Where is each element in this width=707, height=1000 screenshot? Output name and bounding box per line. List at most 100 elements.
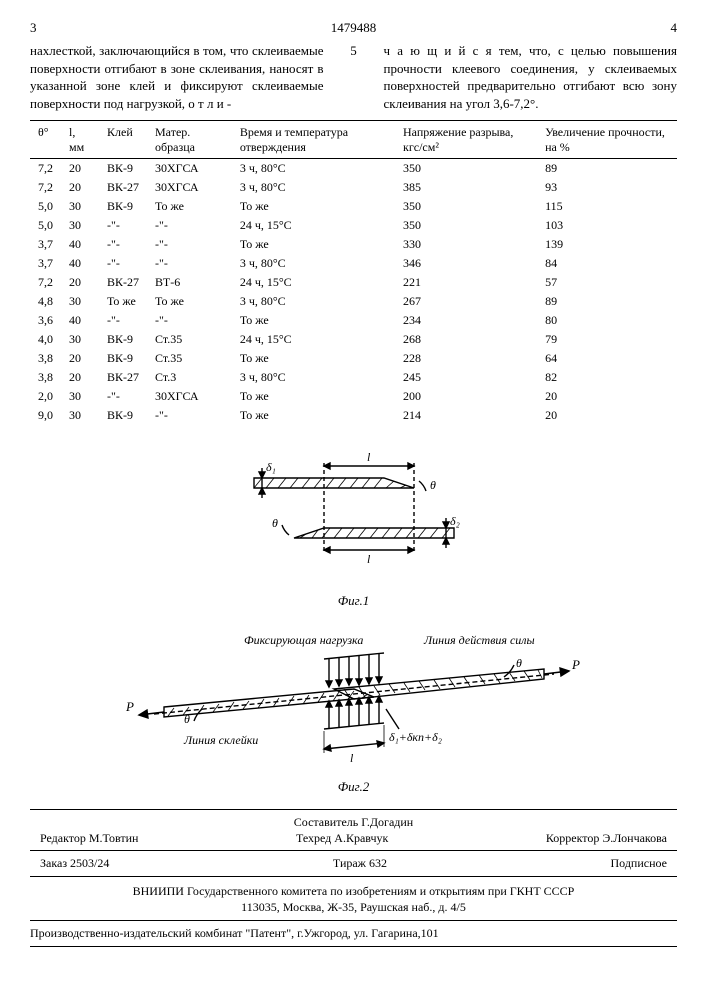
table-cell: -"-	[99, 254, 147, 273]
table-cell: 57	[537, 273, 677, 292]
fig2-fixing-load: Фиксирующая нагрузка	[244, 633, 363, 647]
table-cell: 30	[61, 330, 99, 349]
table-cell: 5,0	[30, 197, 61, 216]
table-cell: 7,2	[30, 158, 61, 178]
table-row: 7,220ВК-27ВТ-624 ч, 15°С22157	[30, 273, 677, 292]
table-cell: 9,0	[30, 406, 61, 425]
table-cell: ВК-27	[99, 368, 147, 387]
table-header: Время и температура отверждения	[232, 121, 395, 159]
table-cell: То же	[232, 197, 395, 216]
figure-2: Фиксирующая нагрузка Линия действия силы…	[124, 619, 584, 769]
fig2-p-left: P	[125, 699, 134, 714]
table-cell: 24 ч, 15°С	[232, 330, 395, 349]
table-cell: 40	[61, 235, 99, 254]
table-cell: 80	[537, 311, 677, 330]
body-text: нахлесткой, заключающийся в том, что скл…	[30, 42, 677, 112]
table-cell: 5,0	[30, 216, 61, 235]
footer-addr1: 113035, Москва, Ж-35, Раушская наб., д. …	[30, 899, 677, 916]
table-cell: 385	[395, 178, 537, 197]
table-row: 7,220ВК-930ХГСА3 ч, 80°С35089	[30, 158, 677, 178]
credits-corrector: Корректор Э.Лончакова	[546, 830, 667, 846]
body-col-right: ч а ю щ и й с я тем, что, с целью повыше…	[384, 42, 678, 112]
table-cell: ВТ-6	[147, 273, 232, 292]
table-cell: 79	[537, 330, 677, 349]
table-row: 3,820ВК-27Ст.33 ч, 80°С24582	[30, 368, 677, 387]
table-header: Клей	[99, 121, 147, 159]
table-cell: 3 ч, 80°С	[232, 158, 395, 178]
table-cell: ВК-9	[99, 158, 147, 178]
table-row: 9,030ВК-9-"-То же21420	[30, 406, 677, 425]
table-cell: -"-	[147, 216, 232, 235]
table-cell: То же	[147, 292, 232, 311]
fig2-thickness: δ₁+δкп+δ₂	[389, 730, 442, 744]
table-cell: ВК-9	[99, 349, 147, 368]
table-cell: ВК-9	[99, 330, 147, 349]
table-cell: 30	[61, 216, 99, 235]
table-cell: 330	[395, 235, 537, 254]
table-cell: 7,2	[30, 273, 61, 292]
fig2-theta-r: θ	[516, 656, 522, 670]
table-cell: 268	[395, 330, 537, 349]
footer-org1: ВНИИПИ Государственного комитета по изоб…	[30, 883, 677, 900]
fig1-d1: δ₁	[266, 460, 276, 474]
table-cell: 350	[395, 197, 537, 216]
figure-1: l l δ₁ δ₂ θ θ	[194, 443, 514, 583]
table-cell: 350	[395, 216, 537, 235]
fig2-theta-l: θ	[184, 712, 190, 726]
credits-block: Составитель Г.Догадин Редактор М.Товтин …	[30, 809, 677, 877]
table-cell: То же	[232, 235, 395, 254]
table-cell: -"-	[147, 235, 232, 254]
table-cell: То же	[99, 292, 147, 311]
table-cell: 30	[61, 387, 99, 406]
table-header: θ°	[30, 121, 61, 159]
table-cell: 89	[537, 292, 677, 311]
page-num-left: 3	[30, 20, 60, 36]
table-cell: 3,6	[30, 311, 61, 330]
table-cell: 24 ч, 15°С	[232, 273, 395, 292]
table-row: 5,030ВК-9То жеТо же350115	[30, 197, 677, 216]
table-cell: 200	[395, 387, 537, 406]
credits-composer: Составитель Г.Догадин	[30, 814, 677, 830]
table-row: 3,740-"--"-3 ч, 80°С34684	[30, 254, 677, 273]
table-cell: 7,2	[30, 178, 61, 197]
table-row: 5,030-"--"-24 ч, 15°С350103	[30, 216, 677, 235]
fig1-l-top: l	[367, 450, 371, 464]
credits-order: Заказ 2503/24	[40, 855, 109, 871]
table-cell: -"-	[99, 216, 147, 235]
fig2-glue-line: Линия склейки	[183, 733, 258, 747]
table-cell: Ст.35	[147, 349, 232, 368]
table-cell: 30ХГСА	[147, 158, 232, 178]
table-cell: То же	[232, 349, 395, 368]
table-header: Матер. образца	[147, 121, 232, 159]
table-cell: 20	[537, 387, 677, 406]
results-table: θ°l, ммКлейМатер. образцаВремя и темпера…	[30, 120, 677, 425]
footer-block: ВНИИПИ Государственного комитета по изоб…	[30, 883, 677, 947]
table-cell: 267	[395, 292, 537, 311]
fig1-theta1: θ	[430, 478, 436, 492]
fig1-l-bot: l	[367, 552, 371, 566]
table-cell: 245	[395, 368, 537, 387]
table-cell: ВК-27	[99, 273, 147, 292]
table-cell: 4,8	[30, 292, 61, 311]
table-cell: 234	[395, 311, 537, 330]
table-cell: 40	[61, 254, 99, 273]
table-cell: 350	[395, 158, 537, 178]
table-cell: 30	[61, 292, 99, 311]
line-marker: 5	[348, 42, 360, 112]
table-row: 4,830То жеТо же3 ч, 80°С26789	[30, 292, 677, 311]
table-row: 3,640-"--"-То же23480	[30, 311, 677, 330]
table-cell: 3 ч, 80°С	[232, 178, 395, 197]
table-cell: -"-	[147, 311, 232, 330]
table-cell: 3,8	[30, 368, 61, 387]
table-cell: 84	[537, 254, 677, 273]
credits-editor: Редактор М.Товтин	[40, 830, 138, 846]
table-cell: 346	[395, 254, 537, 273]
table-cell: 64	[537, 349, 677, 368]
table-cell: 3,7	[30, 254, 61, 273]
fig1-theta2: θ	[272, 516, 278, 530]
table-cell: 139	[537, 235, 677, 254]
table-cell: 2,0	[30, 387, 61, 406]
table-cell: 3 ч, 80°С	[232, 254, 395, 273]
table-cell: -"-	[147, 406, 232, 425]
table-cell: 214	[395, 406, 537, 425]
